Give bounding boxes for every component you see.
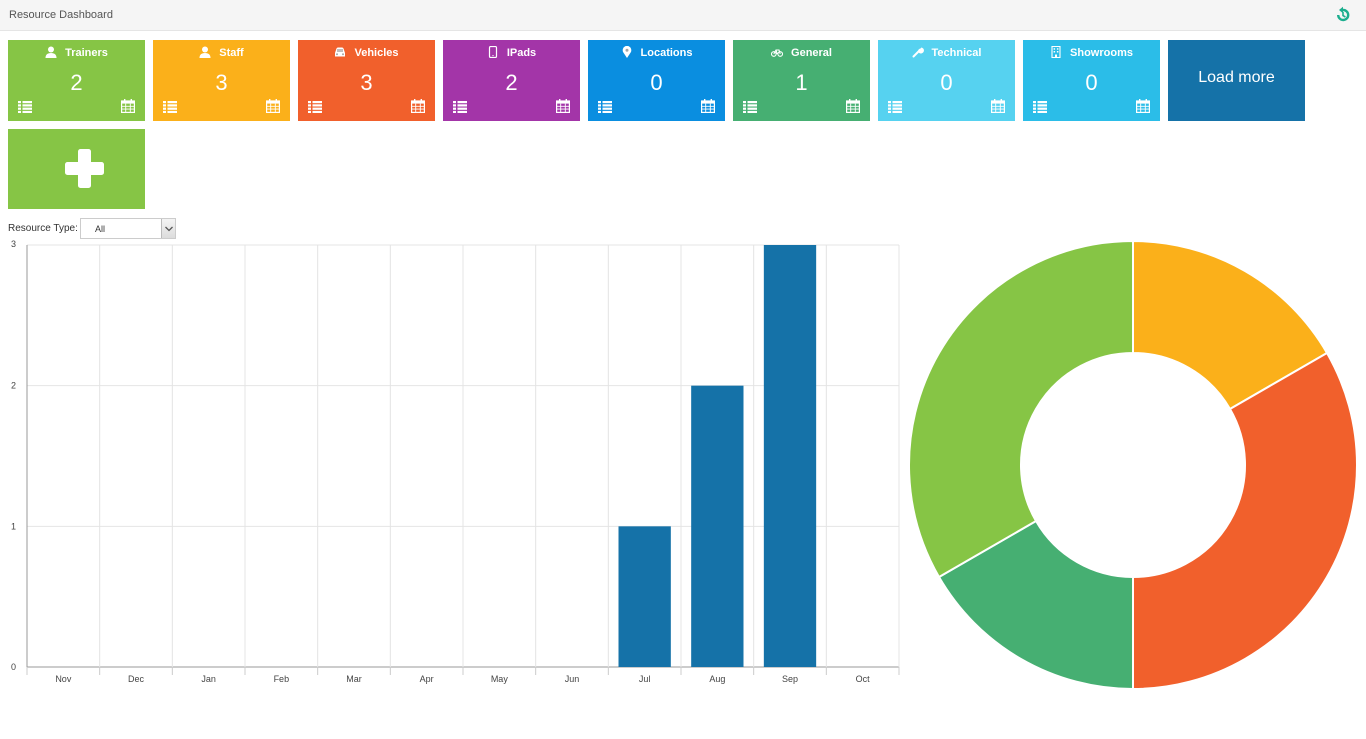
calendar-icon[interactable] — [121, 99, 135, 113]
donut-slice-4[interactable] — [908, 239, 1134, 579]
wrench-icon — [912, 47, 924, 58]
building-icon — [1051, 45, 1061, 59]
tile-count: 2 — [70, 70, 83, 95]
tile-title: Showrooms — [1023, 45, 1160, 59]
list-icon[interactable] — [308, 101, 322, 113]
tile-title: Vehicles — [298, 46, 435, 59]
resource-tile-trainers[interactable]: Trainers 2 — [8, 40, 145, 121]
chevron-down-icon — [165, 226, 173, 232]
calendar-icon[interactable] — [266, 99, 280, 113]
tile-label: Trainers — [65, 47, 108, 59]
bar-sep[interactable] — [763, 245, 817, 667]
x-tick-label: Dec — [128, 674, 145, 684]
calendar-icon[interactable] — [556, 99, 570, 113]
tile-title: General — [733, 46, 870, 59]
x-tick-label: Jun — [565, 674, 580, 684]
add-resource-button[interactable] — [8, 129, 145, 209]
tile-count: 2 — [505, 70, 518, 95]
map-marker-icon — [622, 45, 631, 58]
plus-icon — [65, 149, 104, 188]
list-icon[interactable] — [888, 101, 902, 113]
list-icon[interactable] — [1033, 101, 1047, 113]
resource-tile-showrooms[interactable]: Showrooms 0 — [1023, 40, 1160, 121]
tile-count: 0 — [650, 70, 663, 95]
tile-count: 0 — [940, 70, 953, 95]
page-title: Resource Dashboard — [9, 9, 113, 21]
y-tick-label: 2 — [11, 381, 16, 391]
bar-jul[interactable] — [618, 526, 671, 667]
donut-slice-1[interactable] — [1132, 239, 1329, 411]
tile-count: 1 — [795, 70, 808, 95]
user-icon — [45, 46, 57, 58]
bar-chart: 0 1 2 3 Nov Dec Jan Feb Mar Apr May Jun Jul Aug Sep Oct — [11, 239, 900, 684]
x-tick-label: Apr — [420, 674, 434, 684]
header-bar: Resource Dashboard — [0, 0, 1366, 31]
tile-count: 3 — [360, 70, 373, 95]
calendar-icon[interactable] — [846, 99, 860, 113]
resource-type-select[interactable]: All — [80, 218, 176, 239]
tile-count: 3 — [215, 70, 228, 95]
y-tick-label: 3 — [11, 239, 16, 249]
calendar-icon[interactable] — [411, 99, 425, 113]
tile-count: 0 — [1085, 70, 1098, 95]
bar-aug[interactable] — [691, 385, 744, 667]
resource-tile-general[interactable]: General 1 — [733, 40, 870, 121]
tile-title: Staff — [153, 46, 290, 59]
tile-label: Locations — [640, 47, 693, 59]
list-icon[interactable] — [598, 101, 612, 113]
tile-title: Technical — [878, 46, 1015, 59]
resource-tile-staff[interactable]: Staff 3 — [153, 40, 290, 121]
calendar-icon[interactable] — [1136, 99, 1150, 113]
resource-tile-technical[interactable]: Technical 0 — [878, 40, 1015, 121]
x-tick-label: Mar — [346, 674, 362, 684]
x-tick-label: May — [491, 674, 509, 684]
resource-type-value: All — [95, 224, 106, 234]
x-tick-label: Jan — [201, 674, 216, 684]
dropdown-button[interactable] — [161, 219, 175, 238]
x-tick-label: Jul — [639, 674, 651, 684]
list-icon[interactable] — [453, 101, 467, 113]
y-tick-label: 0 — [11, 662, 16, 672]
tile-label: General — [791, 47, 832, 59]
tile-label: IPads — [506, 47, 537, 59]
car-icon — [335, 47, 346, 57]
resource-tile-locations[interactable]: Locations 0 — [588, 40, 725, 121]
x-tick-label: Aug — [709, 674, 725, 684]
list-icon[interactable] — [18, 101, 32, 113]
x-tick-label: Oct — [856, 674, 871, 684]
resource-tile-vehicles[interactable]: Vehicles 3 — [298, 40, 435, 121]
calendar-icon[interactable] — [991, 99, 1005, 113]
list-icon[interactable] — [163, 101, 177, 113]
tile-label: Showrooms — [1070, 47, 1133, 59]
tile-label: Technical — [931, 47, 982, 59]
tile-label: Staff — [219, 47, 244, 59]
calendar-icon[interactable] — [701, 99, 715, 113]
user-icon — [199, 46, 211, 58]
x-tick-label: Sep — [782, 674, 798, 684]
resource-tile-ipads[interactable]: IPads 2 — [443, 40, 580, 121]
load-more-button[interactable]: Load more — [1168, 40, 1305, 121]
donut-chart — [908, 239, 1358, 691]
x-tick-label: Feb — [274, 674, 290, 684]
tile-title: Trainers — [8, 46, 145, 59]
donut-slice-2[interactable] — [1132, 351, 1358, 691]
resource-type-label: Resource Type: — [8, 223, 78, 234]
tile-label: Vehicles — [354, 47, 399, 59]
refresh-icon[interactable] — [1334, 6, 1352, 24]
tile-title: IPads — [443, 45, 580, 59]
y-tick-label: 1 — [11, 521, 16, 531]
tile-title: Locations — [588, 45, 725, 59]
x-tick-label: Nov — [55, 674, 72, 684]
bicycle-icon — [770, 49, 784, 57]
donut-slice-3[interactable] — [937, 519, 1134, 691]
list-icon[interactable] — [743, 101, 757, 113]
tablet-icon — [488, 45, 497, 59]
